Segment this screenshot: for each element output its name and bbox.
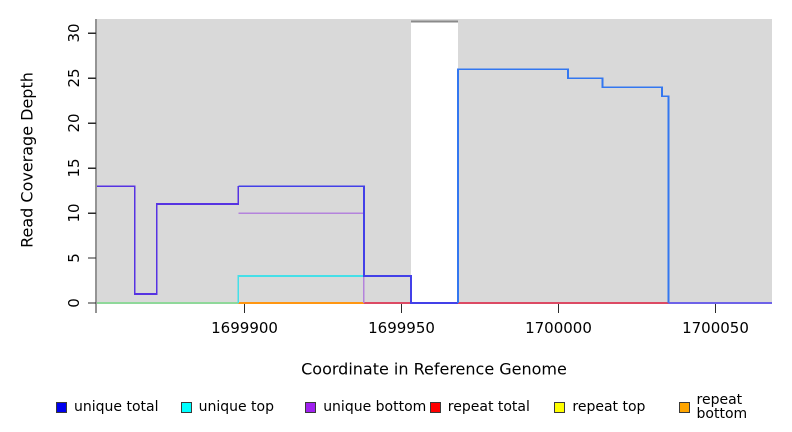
legend-label: unique total: [74, 399, 159, 415]
x-tick-label-1700050: 1700050: [682, 319, 749, 337]
legend-item-unique-bottom: unique bottom: [305, 400, 426, 414]
legend-label: unique top: [198, 399, 274, 415]
legend-swatch-icon: [56, 401, 67, 413]
x-tick-label-1699900: 1699900: [211, 319, 278, 337]
legend-label: repeat bottom: [696, 392, 748, 422]
x-axis-title: Coordinate in Reference Genome: [301, 359, 567, 379]
legend-label: repeat total: [447, 399, 530, 415]
y-tick-label-10: 10: [65, 203, 83, 223]
legend-label: unique bottom: [323, 399, 427, 415]
series-total-left-line: [97, 185, 240, 295]
legend-swatch-icon: [554, 401, 566, 413]
y-tick-label-15: 15: [65, 158, 83, 178]
legend-item-repeat-top: repeat top: [554, 400, 645, 414]
x-tick-label-1699950: 1699950: [368, 319, 435, 337]
y-tick-label-25: 25: [65, 68, 83, 88]
legend-item-unique-top: unique top: [180, 399, 274, 415]
legend-item-unique-total: unique total: [56, 400, 158, 414]
legend-swatch-icon: [429, 401, 441, 413]
y-tick-label-30: 30: [65, 23, 83, 43]
x-tick-label-1700000: 1700000: [525, 319, 592, 337]
series-unique-top-line: [237, 275, 364, 303]
y-axis-title: Read Coverage Depth: [17, 72, 37, 248]
legend-swatch-icon: [679, 401, 690, 413]
y-tick-label-5: 5: [65, 253, 83, 263]
series-total-mid-line: [238, 185, 459, 304]
gap-region: [410, 21, 459, 304]
legend-label: repeat top: [572, 399, 646, 415]
legend-swatch-icon: [305, 401, 317, 413]
legend-item-repeat-total: repeat total: [429, 399, 530, 415]
legend-swatch-icon: [180, 401, 192, 413]
y-tick-label-0: 0: [65, 298, 83, 308]
legend-item-repeat-bottom: repeat bottom: [679, 393, 792, 421]
series-total-right-line: [457, 68, 670, 303]
y-tick-label-20: 20: [65, 113, 83, 133]
